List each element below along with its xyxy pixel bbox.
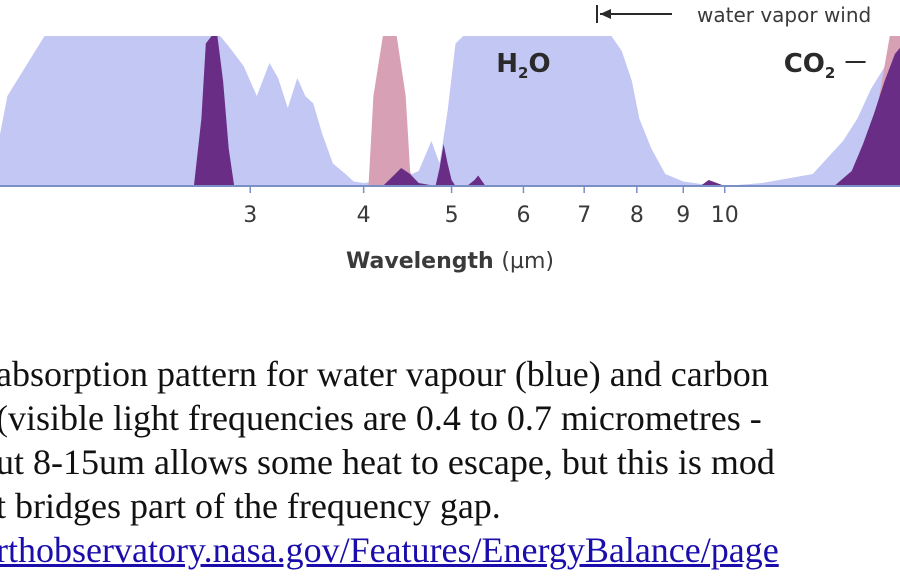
- caption-line-2: (visible light frequencies are 0.4 to 0.…: [0, 398, 762, 438]
- co2-label: CO2: [784, 49, 836, 82]
- x-tick-label: 3: [243, 203, 257, 228]
- caption-line-1: absorption pattern for water vapour (blu…: [0, 354, 769, 394]
- h2o-label: H2O: [496, 49, 550, 82]
- x-tick-label: 6: [516, 203, 530, 228]
- x-tick-label: 8: [630, 203, 644, 228]
- x-tick-label: 7: [577, 203, 591, 228]
- x-tick-label: 5: [445, 203, 459, 228]
- absorption-chart: 3 4 5 6 7 8 9 10 H2O CO2 water vapor wind Wavelen…: [0, 3, 900, 274]
- x-tick-label: 10: [711, 203, 739, 228]
- water-vapor-window-label: water vapor wind: [697, 3, 871, 27]
- x-axis-ticks: 3 4 5 6 7 8 9 10: [243, 186, 739, 228]
- caption-line-3: ut 8-15um allows some heat to escape, bu…: [0, 442, 775, 482]
- x-tick-label: 9: [676, 203, 690, 228]
- source-link[interactable]: rthobservatory.nasa.gov/Features/EnergyB…: [0, 530, 779, 570]
- x-tick-label: 4: [357, 203, 371, 228]
- figure-caption: absorption pattern for water vapour (blu…: [0, 352, 900, 572]
- window-arrow-head: [600, 9, 611, 19]
- annotations: H2O CO2 water vapor wind: [496, 3, 871, 82]
- caption-line-4: t bridges part of the frequency gap.: [0, 486, 501, 526]
- absorption-areas: [0, 36, 900, 186]
- x-axis-title: Wavelength (µm): [346, 249, 554, 274]
- absorption-series-1: [0, 36, 900, 186]
